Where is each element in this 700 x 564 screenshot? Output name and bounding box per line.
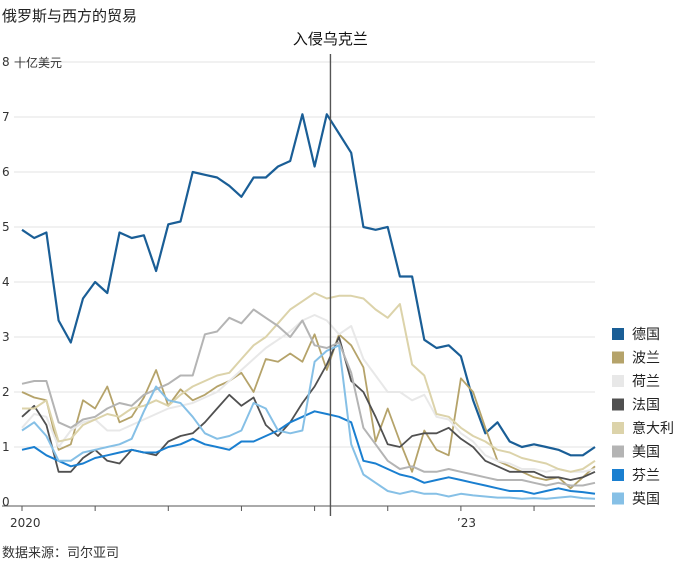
y-tick-label: 8: [2, 55, 10, 69]
legend-label: 芬兰: [632, 468, 660, 484]
series-line: [21, 113, 596, 457]
grid: [14, 61, 595, 448]
legend-swatch: [612, 492, 624, 505]
y-tick-label: 0: [2, 495, 10, 509]
legend-swatch: [612, 422, 624, 434]
legend-label: 荷兰: [632, 374, 660, 390]
y-tick-label: 3: [2, 330, 10, 344]
y-tick-label: 4: [2, 275, 10, 289]
series-line: [21, 410, 596, 495]
legend-label: 德国: [632, 327, 660, 343]
series-line: [22, 292, 596, 473]
x-tick-label: ’23: [457, 516, 476, 530]
series-line: [21, 314, 596, 473]
y-tick-label: 7: [2, 110, 10, 124]
legend-label: 美国: [632, 445, 660, 461]
invasion-annotation: 入侵乌克兰: [293, 30, 368, 48]
legend-label: 意大利: [632, 420, 674, 437]
y-tick-label: 6: [2, 165, 10, 179]
y-unit-label: 十亿美元: [14, 55, 62, 70]
series-layer: [21, 113, 596, 500]
y-tick-label: 2: [2, 385, 10, 399]
axes: 0 1 2 3 4 5 6 7 8 2020 ’23: [2, 55, 595, 530]
series-line: [21, 308, 596, 487]
legend-swatch: [612, 351, 624, 364]
legend-swatch: [612, 375, 624, 387]
legend-label: 法国: [632, 398, 660, 414]
legend-swatch: [612, 469, 624, 481]
legend-label: 英国: [632, 491, 660, 508]
chart-title: 俄罗斯与西方的贸易: [2, 7, 137, 25]
legend-label: 波兰: [632, 351, 660, 367]
legend-swatch: [612, 398, 624, 411]
y-tick-label: 5: [2, 220, 10, 234]
x-tick-label: 2020: [10, 516, 41, 530]
series-line: [21, 333, 596, 490]
source-note: 数据来源：司尔亚司: [2, 546, 119, 561]
y-tick-label: 1: [2, 440, 10, 454]
legend-swatch: [612, 328, 624, 340]
series-line: [21, 344, 596, 500]
legend-swatch: [612, 445, 624, 458]
